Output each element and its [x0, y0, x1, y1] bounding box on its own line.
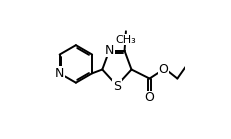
Text: O: O	[145, 91, 155, 105]
Text: N: N	[105, 44, 114, 57]
Text: S: S	[113, 80, 121, 93]
Text: CH₃: CH₃	[116, 35, 136, 45]
Text: O: O	[158, 63, 168, 76]
Text: N: N	[55, 67, 64, 80]
